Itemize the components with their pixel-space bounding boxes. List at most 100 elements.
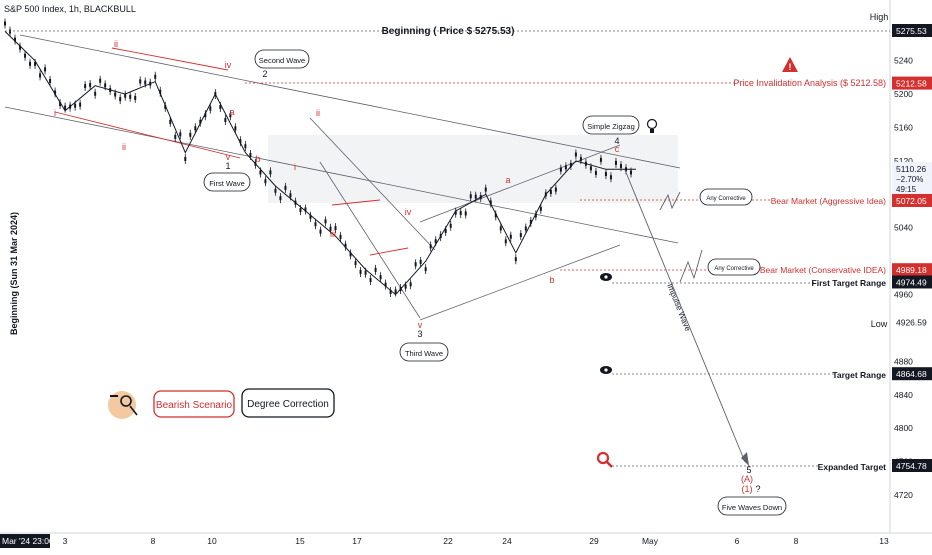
candle-body [524,226,527,231]
candle-body [164,104,167,109]
candle-body [299,208,302,213]
x-tick-label: 8 [794,536,799,546]
bearish-scenario-badge: Bearish Scenario [153,390,235,418]
candle-body [264,179,267,184]
x-tick-label: 22 [443,536,453,546]
candle-body [329,226,332,231]
svg-text:Bearish Scenario: Bearish Scenario [156,400,233,411]
x-tick-label: 10 [207,536,217,546]
candle-body [424,267,427,272]
candle-body [129,94,132,99]
candle-body [409,282,412,287]
x-tick-label: 6 [735,536,740,546]
candle-body [509,234,512,239]
x-tick-label: 24 [502,536,512,546]
second-wave-callout: Second Wave [254,49,310,69]
candle-body [384,282,387,287]
arrow-head [741,452,749,466]
first-target-label: First Target Range [812,278,887,288]
price-tag: 5072.05 [892,193,932,207]
price-tag-value: 5275.53 [896,26,927,36]
candle-body [569,162,572,167]
svg-text:iii: iii [330,229,336,239]
candle-body [579,157,582,162]
candle-body [204,113,207,118]
candle-body [29,61,32,66]
candle-body [369,278,372,283]
candles [4,18,632,297]
eye-icon [600,273,612,281]
candle-body [529,219,532,224]
candle-body [74,103,77,108]
lightbulb-icon [646,118,658,133]
eye-icon [600,366,612,374]
candle-body [629,170,632,175]
candle-body [149,81,152,86]
third-wave-callout: Third Wave [399,342,449,362]
candle-body [159,89,162,94]
candle-body [54,90,57,95]
candle-body [459,211,462,216]
candle-body [594,170,597,175]
svg-text:Simple Zigzag: Simple Zigzag [587,122,635,131]
svg-text:iv: iv [405,207,412,217]
candle-body [69,104,72,109]
low-label: Low [871,319,888,329]
svg-text:b: b [549,275,554,285]
svg-text:v: v [226,152,231,162]
candle-body [489,200,492,205]
y-tick-label: 5040 [894,223,913,233]
candle-body [434,239,437,244]
any-corrective-callout: Any Corrective [707,258,761,276]
candle-body [619,164,622,169]
price-tag: 4754.78 [892,459,932,472]
candle-body [274,188,277,193]
candle-body [239,139,242,144]
candle-body [389,289,392,294]
candle-body [379,275,382,280]
svg-text:i: i [294,162,296,172]
candle-body [219,105,222,110]
svg-text:v: v [418,320,423,330]
candle-body [9,29,12,34]
bear-conservative-label: Bear Market (Conservative IDEA) [760,265,886,275]
symbol-title: S&P 500 Index, 1h, BLACKBULL [4,4,136,14]
five-waves-down-callout: Five Waves Down [717,496,787,516]
candle-body [359,269,362,274]
svg-text:Second Wave: Second Wave [259,56,305,65]
price-tag-value: 5212.58 [896,79,927,89]
candle-body [184,156,187,161]
y-tick-label: 4880 [894,356,913,366]
candle-body [344,243,347,248]
candle-body [44,67,47,72]
candle-body [364,270,367,275]
svg-text:!: ! [789,62,792,72]
candle-body [194,126,197,131]
candle-body [499,226,502,231]
candle-body [84,84,87,89]
candle-body [429,244,432,249]
candle-body [604,172,607,177]
candle-body [309,214,312,219]
candle-body [114,92,117,97]
svg-text:?: ? [755,484,760,494]
svg-text:iv: iv [225,60,232,70]
first-wave-callout: First Wave [203,172,251,192]
candle-body [124,93,127,98]
y-tick-label: 5200 [894,89,913,99]
svg-text:First Wave: First Wave [209,179,245,188]
candle-body [139,79,142,84]
svg-text:Any Corrective: Any Corrective [706,196,746,202]
candle-body [444,228,447,233]
candle-body [269,170,272,175]
candle-body [614,160,617,165]
candle-body [339,234,342,239]
x-tick-label: 29 [589,536,599,546]
price-tag-value: 4926.59 [896,317,927,327]
price-tag-value: 4989.18 [896,265,927,275]
candle-body [169,119,172,124]
candle-body [564,165,567,170]
candle-body [224,117,227,122]
